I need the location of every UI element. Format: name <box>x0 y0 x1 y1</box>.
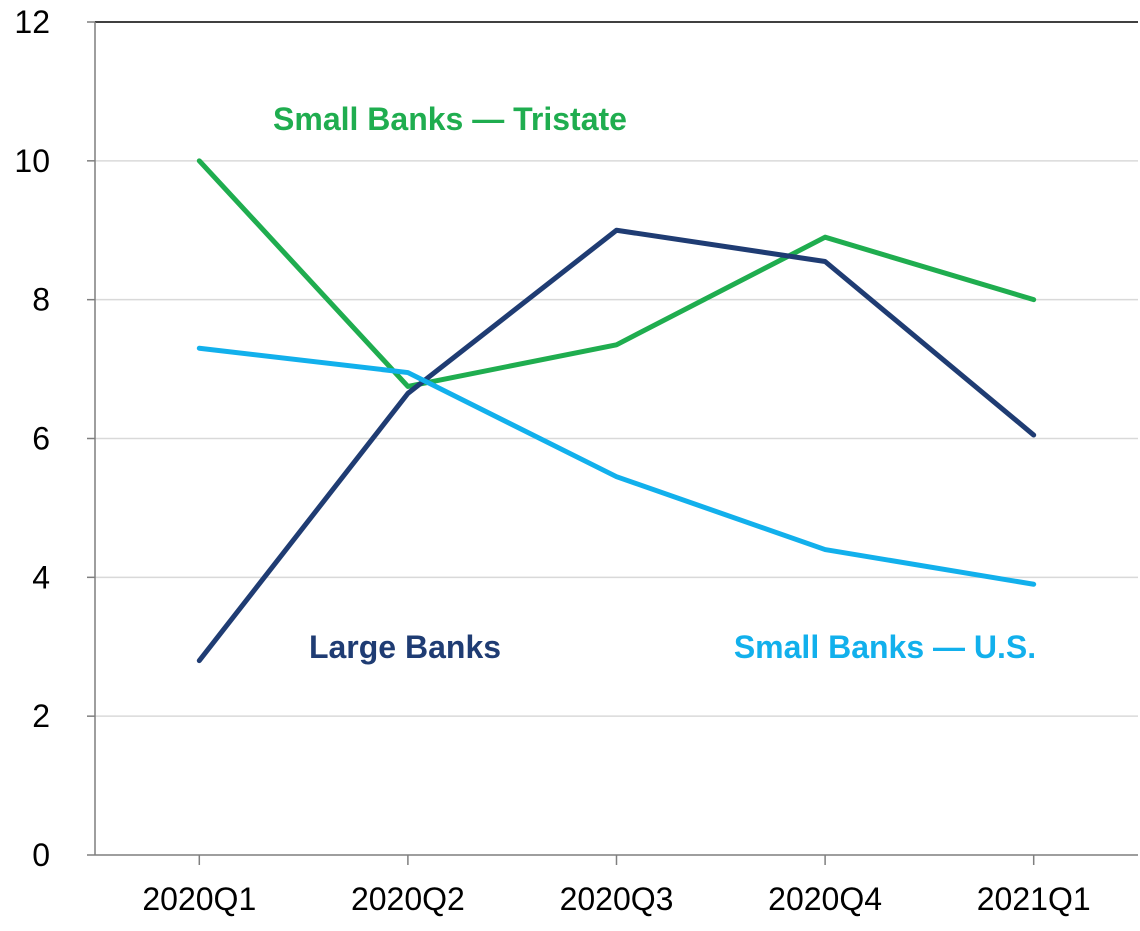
y-tick-label: 4 <box>32 559 50 595</box>
series-label-large-banks: Large Banks <box>309 629 501 665</box>
series-label-small-banks-us: Small Banks — U.S. <box>734 629 1036 665</box>
x-tick-label: 2020Q1 <box>142 881 256 917</box>
gridlines <box>95 160 1138 717</box>
series-line-small-banks-us <box>196 345 1037 587</box>
x-tick-label: 2021Q1 <box>977 881 1091 917</box>
series-lines <box>196 158 1037 664</box>
x-tick-label: 2020Q4 <box>768 881 882 917</box>
y-tick-label: 12 <box>14 4 50 40</box>
series-line-small-banks-tristate <box>196 158 1037 389</box>
y-tick-label: 8 <box>32 282 50 318</box>
series-label-small-banks-tristate: Small Banks — Tristate <box>273 101 627 137</box>
y-tick-label: 6 <box>32 421 50 457</box>
x-tick-label: 2020Q2 <box>351 881 465 917</box>
axes: 0 2 4 6 8 10 12 2020Q1 2020Q2 2020Q3 2020Q4 2021Q1 <box>14 4 1138 917</box>
series-labels: Small Banks — Tristate Large Banks Small B… <box>273 101 1036 665</box>
y-tick-label: 10 <box>14 143 50 179</box>
y-tick-label: 2 <box>32 698 50 734</box>
series-line-large-banks <box>196 227 1037 664</box>
y-tick-label: 0 <box>32 837 50 873</box>
x-tick-label: 2020Q3 <box>560 881 674 917</box>
